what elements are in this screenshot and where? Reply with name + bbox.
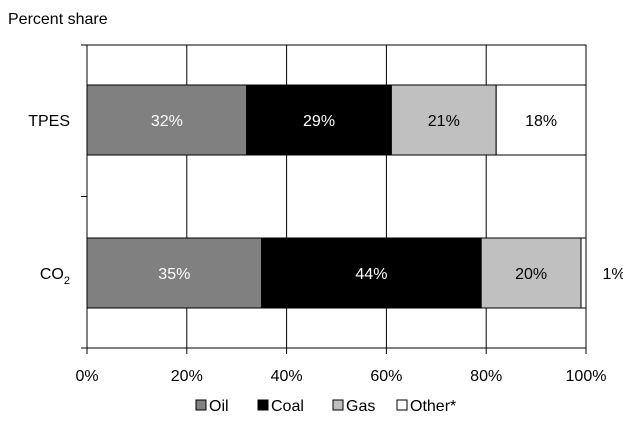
bar-segment-other [495,84,587,156]
legend-swatch [396,399,408,411]
data-label: 1% [602,266,623,283]
x-tick-label: 100% [566,368,607,385]
legend-swatch [257,399,269,411]
legend-label: Gas [346,398,375,415]
x-tick-label: 80% [470,368,502,385]
legend-label: Oil [209,398,229,415]
legend-swatch [195,399,207,411]
data-label: 18% [525,113,557,130]
data-label: 32% [151,113,183,130]
x-tick-label: 0% [75,368,98,385]
x-tick-label: 20% [171,368,203,385]
x-tick-label: 60% [370,368,402,385]
bar-segment-coal [261,237,482,309]
y-axis-title: Percent share [8,11,108,28]
x-tick-label: 40% [271,368,303,385]
bar-segment-gas [390,84,497,156]
data-label: 35% [158,266,190,283]
bar-segment-other [580,237,587,309]
category-label: CO2 [40,266,70,287]
legend-label: Other* [410,398,456,415]
category-label: TPES [28,113,70,130]
bar-segment-coal [246,84,392,156]
data-label: 29% [303,113,335,130]
legend-label: Coal [271,398,304,415]
legend-swatch [332,399,344,411]
data-label: 44% [355,266,387,283]
data-label: 21% [428,113,460,130]
data-label: 20% [515,266,547,283]
bar-segment-oil [86,84,248,156]
bar-segment-oil [86,237,263,309]
